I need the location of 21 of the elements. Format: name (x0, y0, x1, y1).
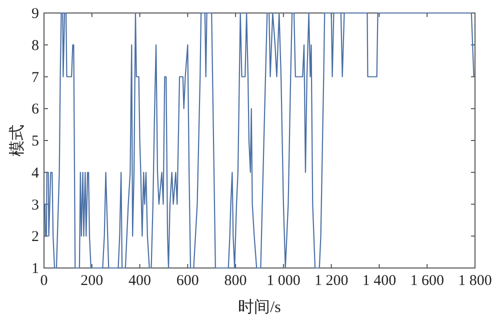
x-axis-title: 时间/s (238, 298, 281, 316)
y-tick-label: 2 (32, 229, 39, 246)
x-tick-label: 1 800 (458, 273, 492, 289)
x-tick-label: 800 (224, 273, 247, 289)
y-tick-label: 4 (32, 165, 40, 182)
y-tick-label: 5 (32, 134, 39, 150)
y-tick-label: 3 (32, 197, 39, 214)
y-tick-label: 9 (32, 6, 39, 22)
x-tick-label: 1 200 (314, 273, 348, 289)
x-tick-label: 400 (128, 273, 152, 289)
y-tick-label: 6 (32, 102, 40, 118)
y-tick-label: 7 (32, 70, 40, 86)
x-tick-label: 0 (40, 273, 48, 289)
x-tick-label: 200 (80, 273, 104, 289)
x-tick-label: 600 (176, 273, 199, 289)
x-tick-label: 1 400 (362, 273, 396, 289)
y-tick-label: 1 (32, 261, 39, 277)
x-tick-label: 1 000 (266, 273, 300, 289)
y-axis-title: 模式 (8, 124, 26, 156)
x-tick-label: 1 600 (410, 273, 444, 289)
y-tick-label: 8 (32, 38, 39, 54)
